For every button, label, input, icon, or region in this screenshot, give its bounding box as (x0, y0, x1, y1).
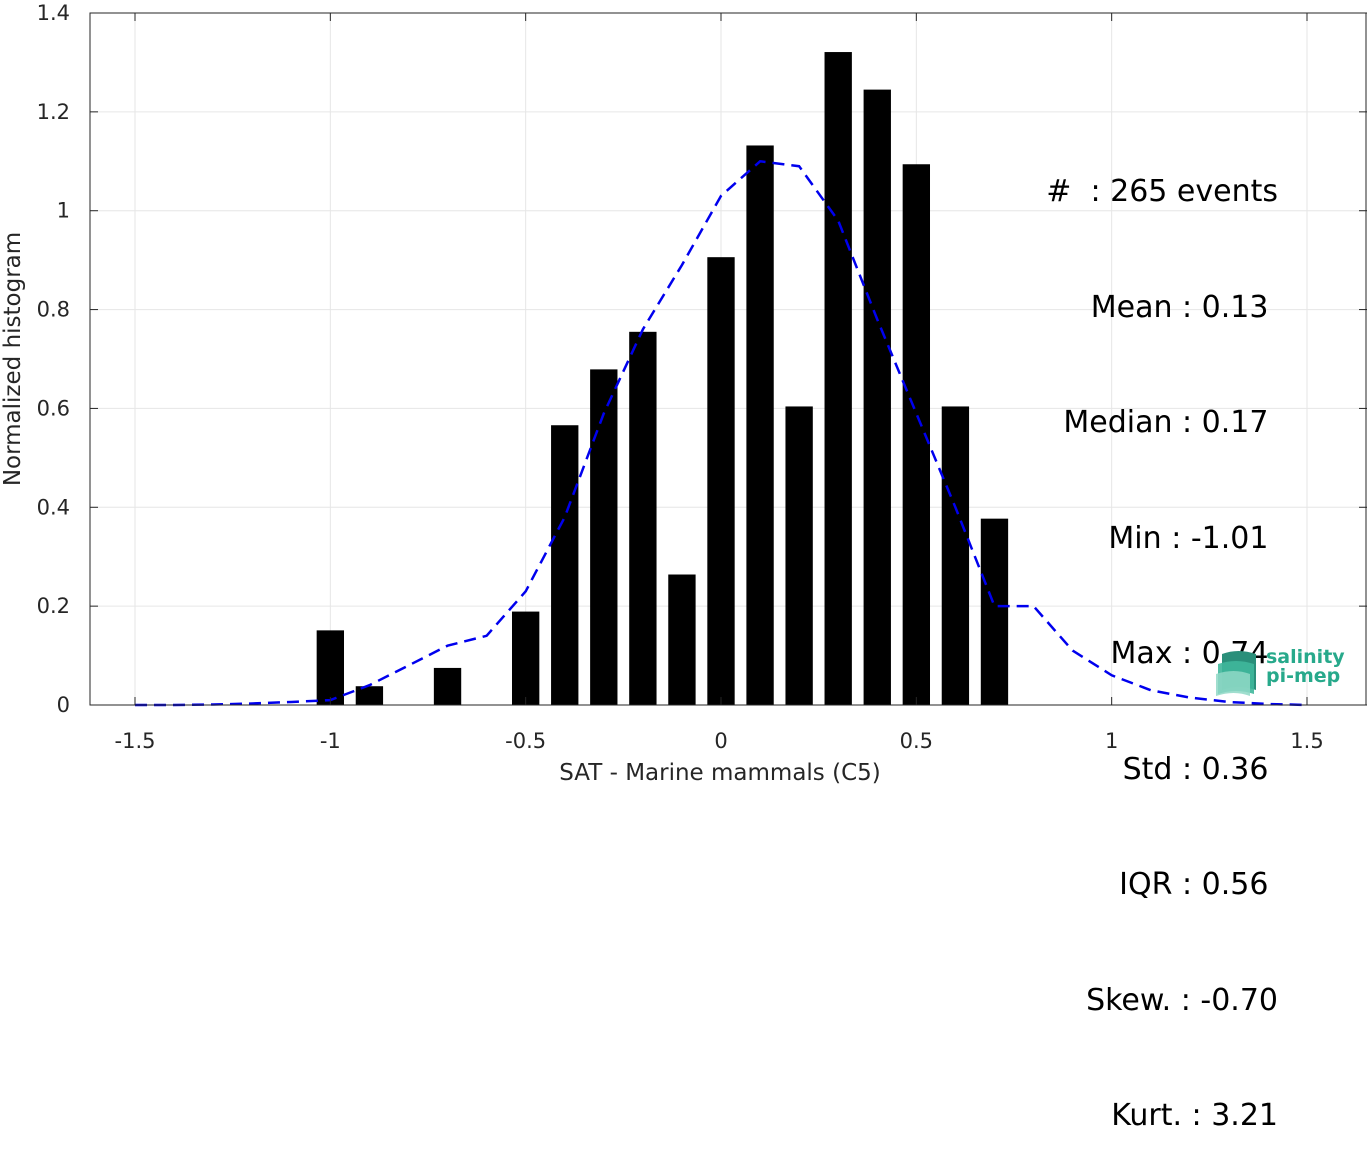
stat-skew: Skew. : -0.70 (1086, 982, 1278, 1018)
stat-min: Min : -1.01 (1108, 520, 1278, 556)
histogram-bar (551, 425, 579, 705)
histogram-bar (785, 406, 813, 705)
y-tick-label: 0.4 (37, 495, 70, 519)
y-tick-label: 0.6 (37, 396, 70, 420)
y-tick-label: 0.8 (37, 298, 70, 322)
stat-count: # : 265 events (1046, 174, 1278, 209)
x-axis-label: SAT - Marine mammals (C5) (559, 760, 881, 785)
histogram-bar (941, 406, 970, 705)
histogram-bar (590, 369, 618, 705)
logo-waves-icon (1216, 651, 1256, 696)
logo-line-2: pi-mep (1266, 665, 1341, 687)
histogram-bars (316, 52, 1009, 706)
x-tick-label: 1.5 (1290, 729, 1323, 753)
y-tick-label: 0.2 (37, 594, 70, 618)
histogram-bar (668, 574, 696, 705)
x-tick-label: 0.5 (900, 729, 933, 753)
histogram-bar (629, 331, 657, 705)
y-tick-labels: 0 0.2 0.4 0.6 0.8 1 1.2 1.4 (37, 1, 70, 717)
axis-ticks (90, 12, 1367, 706)
histogram-bar (707, 257, 735, 705)
histogram-bar (746, 145, 774, 705)
histogram-bar (355, 686, 384, 705)
histogram-chart: -1.5 -1 -0.5 0 0.5 1 1.5 00.20.40.60.811.21.4 … (0, 1, 1367, 785)
salinity-pi-mep-logo: salinity pi-mep (1216, 646, 1346, 696)
x-tick-label: -0.5 (505, 729, 546, 753)
statistics-box: # : 265 events Mean : 0.13 Median : 0.17… (1046, 96, 1278, 1174)
logo-line-1: salinity (1266, 646, 1345, 668)
histogram-bar (316, 630, 345, 705)
y-tick-label: 0 (57, 693, 70, 717)
histogram-bar (433, 667, 462, 705)
y-axis-label: Normalized histogram (0, 232, 26, 486)
stat-median: Median : 0.17 (1063, 405, 1278, 440)
x-tick-label: -1 (320, 729, 341, 753)
x-tick-label: -1.5 (115, 729, 156, 753)
grid-lines (90, 12, 1367, 706)
x-tick-label: 0 (714, 729, 727, 753)
logo-text: salinity pi-mep (1266, 648, 1345, 686)
y-tick-label: 1.2 (37, 100, 70, 124)
stat-mean: Mean : 0.13 (1090, 289, 1278, 325)
stat-iqr: IQR : 0.56 (1119, 867, 1278, 902)
y-tick-label: 1.4 (37, 1, 70, 25)
histogram-bar (980, 518, 1009, 705)
plot-frame (89, 12, 1367, 706)
histogram-bar (511, 611, 540, 705)
x-tick-label: 1 (1105, 729, 1118, 753)
stat-kurt: Kurt. : 3.21 (1111, 1098, 1278, 1133)
x-tick-labels: -1.5 -1 -0.5 0 0.5 1 1.5 (115, 729, 1324, 753)
stat-std: Std : 0.36 (1122, 751, 1278, 787)
y-tick-label: 1 (57, 199, 70, 223)
histogram-bar (863, 89, 891, 706)
histogram-bar (824, 52, 852, 705)
